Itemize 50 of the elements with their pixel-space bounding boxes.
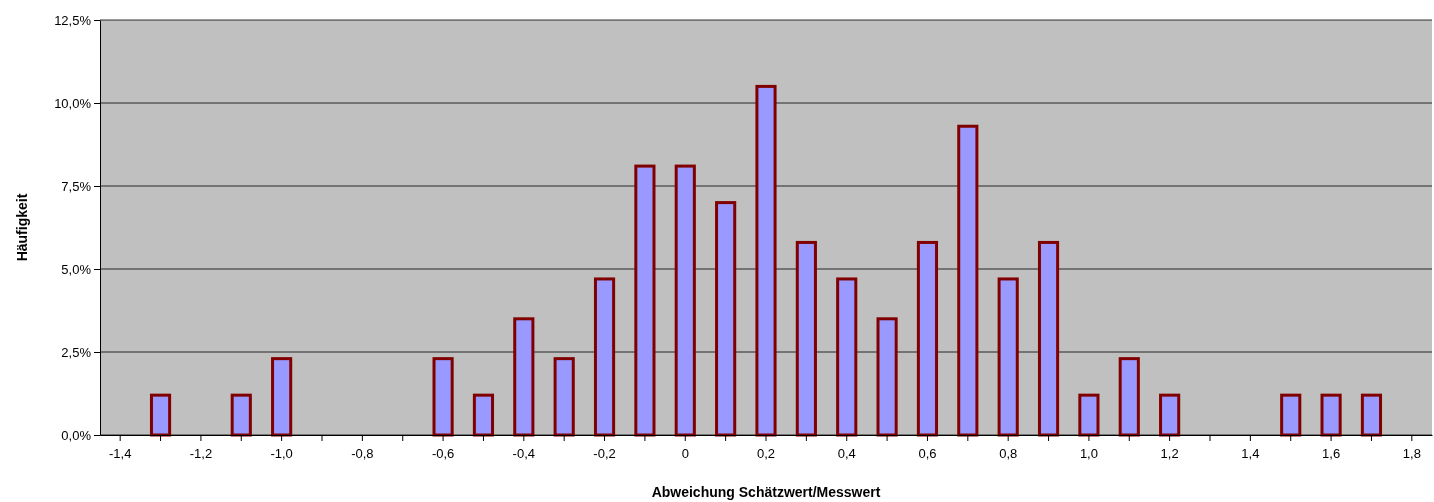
y-tick-label: 12,5% bbox=[54, 12, 92, 28]
bar bbox=[149, 393, 172, 437]
x-axis-title: Abweichung Schätzwert/Messwert bbox=[651, 484, 881, 500]
x-tick-label: 1,4 bbox=[1241, 446, 1260, 462]
y-tick-label: 7,5% bbox=[61, 178, 92, 194]
bar bbox=[957, 124, 979, 437]
x-tick-label: 0,6 bbox=[918, 446, 937, 462]
x-tick-label: -0,8 bbox=[351, 446, 374, 462]
x-tick-label: -1,4 bbox=[108, 446, 132, 462]
bar bbox=[1078, 393, 1100, 437]
x-tick-label: 0 bbox=[681, 446, 689, 462]
bar bbox=[997, 277, 1019, 437]
bar bbox=[795, 240, 817, 437]
bar bbox=[715, 201, 737, 437]
bar bbox=[271, 357, 293, 437]
bar bbox=[1118, 357, 1140, 437]
y-tick-label: 0,0% bbox=[61, 427, 92, 443]
x-tick-label: -1,2 bbox=[189, 446, 213, 462]
x-tick-label: -0,2 bbox=[593, 446, 616, 462]
x-tick-label: 1,6 bbox=[1322, 446, 1341, 462]
bar bbox=[593, 277, 616, 437]
bar bbox=[513, 317, 535, 437]
x-tick-label: 1,2 bbox=[1160, 446, 1179, 462]
y-tick-label: 10,0% bbox=[54, 95, 92, 111]
x-tick-label: 0,4 bbox=[837, 446, 856, 462]
x-tick-label: -0,4 bbox=[512, 446, 536, 462]
bar bbox=[876, 317, 898, 437]
x-tick-label: -1,0 bbox=[270, 446, 293, 462]
bar bbox=[1320, 393, 1342, 437]
x-tick-label: -0,6 bbox=[431, 446, 455, 462]
x-tick-label: 1,8 bbox=[1402, 446, 1421, 462]
x-tick-label: 0,8 bbox=[999, 446, 1018, 462]
y-tick-label: 5,0% bbox=[61, 261, 92, 277]
y-tick-label: 2,5% bbox=[61, 344, 92, 360]
bar bbox=[755, 84, 777, 437]
y-axis-title: Häufigkeit bbox=[14, 193, 30, 262]
bar bbox=[1037, 240, 1060, 437]
bar bbox=[916, 240, 939, 437]
bar bbox=[674, 164, 696, 437]
bar bbox=[836, 277, 858, 437]
bar bbox=[553, 357, 575, 437]
bar bbox=[432, 357, 454, 437]
bar bbox=[230, 393, 252, 437]
bar bbox=[1159, 393, 1181, 437]
bar bbox=[472, 393, 495, 437]
x-tick-label: 0,2 bbox=[756, 446, 776, 462]
bar bbox=[634, 164, 656, 437]
bar bbox=[1360, 393, 1383, 437]
bar bbox=[1280, 393, 1302, 437]
x-tick-label: 1,0 bbox=[1079, 446, 1098, 462]
